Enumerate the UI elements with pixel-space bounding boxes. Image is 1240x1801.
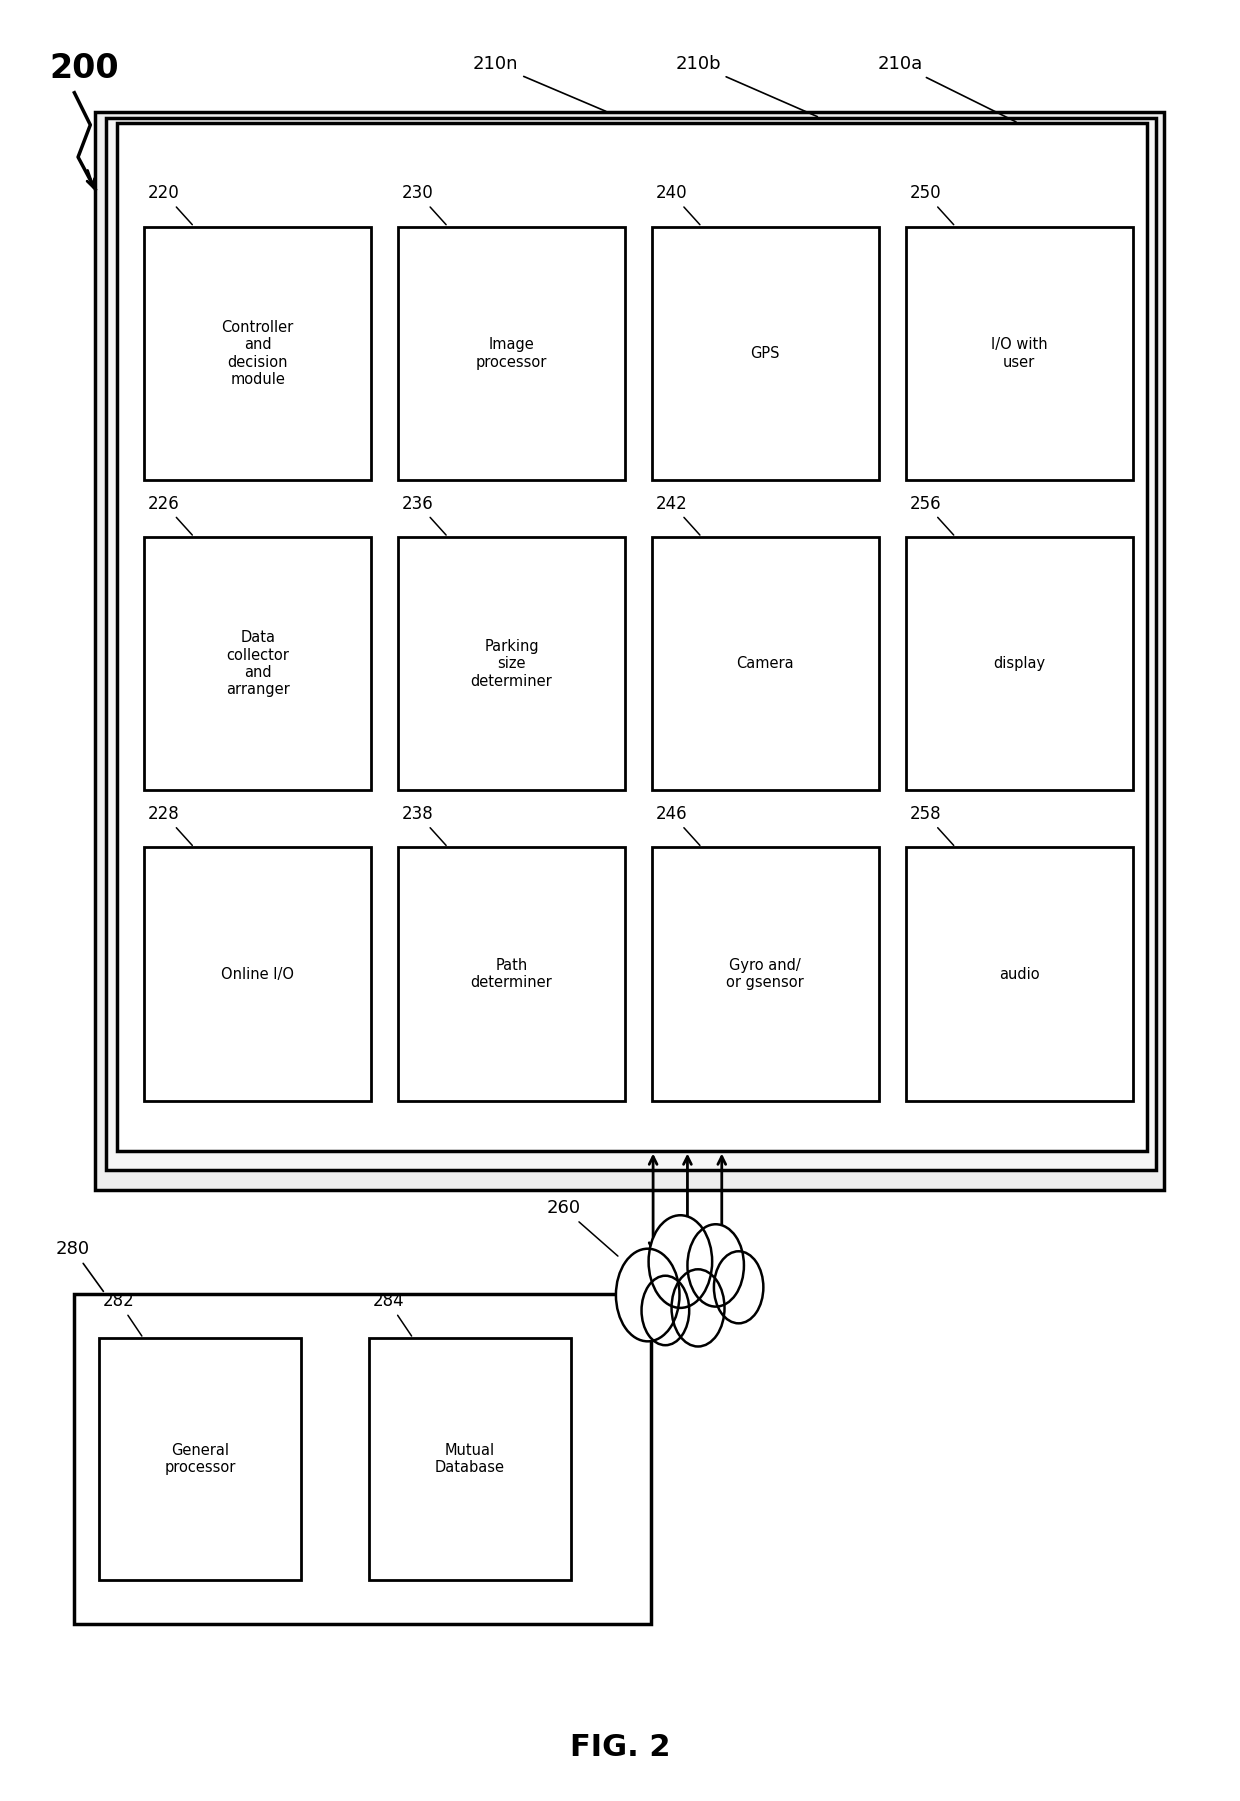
Text: 236: 236	[402, 495, 446, 535]
Bar	[107, 117, 1156, 1171]
Text: 250: 250	[909, 184, 954, 225]
Bar	[74, 1293, 651, 1625]
Text: 242: 242	[656, 495, 699, 535]
Text: 210b: 210b	[675, 56, 817, 117]
Circle shape	[714, 1252, 764, 1324]
Bar	[652, 227, 879, 479]
Text: 238: 238	[402, 805, 446, 845]
Text: Gyro and/
or gsensor: Gyro and/ or gsensor	[727, 958, 805, 991]
Bar	[144, 227, 371, 479]
Circle shape	[672, 1270, 724, 1347]
Bar	[368, 1338, 570, 1579]
Text: Data
collector
and
arranger: Data collector and arranger	[226, 630, 290, 697]
Text: 210a: 210a	[878, 56, 1016, 122]
Circle shape	[641, 1275, 689, 1345]
Text: 226: 226	[148, 495, 192, 535]
Text: Image
processor: Image processor	[476, 337, 547, 369]
Bar	[398, 537, 625, 791]
Text: Camera: Camera	[737, 656, 794, 672]
Text: 246: 246	[656, 805, 699, 845]
Text: audio: audio	[998, 967, 1039, 982]
Bar	[95, 112, 1164, 1190]
Circle shape	[687, 1225, 744, 1306]
Text: Mutual
Database: Mutual Database	[435, 1443, 505, 1475]
Text: display: display	[993, 656, 1045, 672]
Text: 240: 240	[656, 184, 699, 225]
Bar	[99, 1338, 301, 1579]
Text: 284: 284	[372, 1291, 412, 1336]
Circle shape	[649, 1216, 712, 1308]
Bar	[118, 122, 1147, 1151]
Bar	[398, 848, 625, 1100]
Text: 282: 282	[103, 1291, 141, 1336]
Text: Controller
and
decision
module: Controller and decision module	[222, 321, 294, 387]
Bar	[144, 848, 371, 1100]
Text: Online I/O: Online I/O	[221, 967, 294, 982]
Text: 258: 258	[909, 805, 954, 845]
Text: Parking
size
determiner: Parking size determiner	[471, 639, 552, 688]
Bar	[905, 848, 1132, 1100]
Text: FIG. 2: FIG. 2	[569, 1733, 671, 1761]
Bar	[144, 537, 371, 791]
Bar	[905, 227, 1132, 479]
Bar	[398, 227, 625, 479]
Bar	[905, 537, 1132, 791]
Text: 220: 220	[148, 184, 192, 225]
Text: 256: 256	[909, 495, 954, 535]
Text: 200: 200	[50, 52, 119, 85]
Text: GPS: GPS	[750, 346, 780, 360]
Text: 230: 230	[402, 184, 446, 225]
Text: I/O with
user: I/O with user	[991, 337, 1048, 369]
Text: 228: 228	[148, 805, 192, 845]
Bar	[652, 848, 879, 1100]
Bar	[652, 537, 879, 791]
Text: Path
determiner: Path determiner	[471, 958, 552, 991]
Circle shape	[616, 1248, 680, 1342]
Text: 280: 280	[56, 1241, 103, 1291]
Text: 260: 260	[547, 1199, 618, 1255]
Text: General
processor: General processor	[165, 1443, 236, 1475]
Text: 210n: 210n	[472, 56, 606, 112]
